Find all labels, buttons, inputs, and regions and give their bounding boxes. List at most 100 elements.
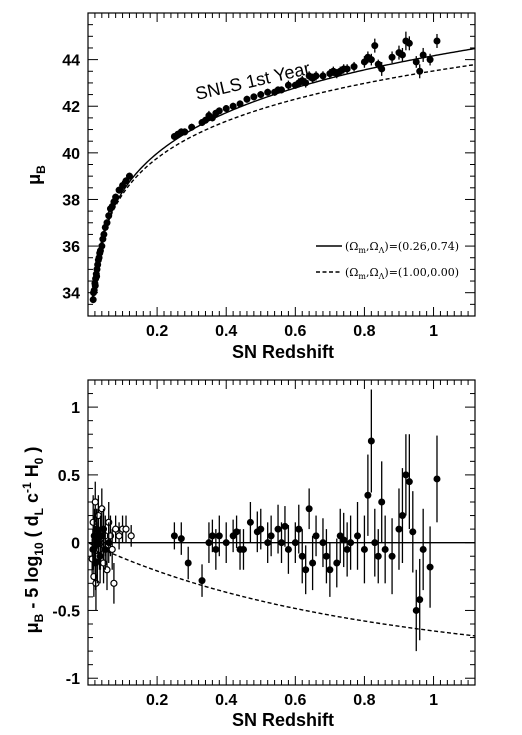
bottom-data-points <box>88 389 441 652</box>
top-data-point <box>93 272 101 280</box>
top-data-point <box>350 63 358 71</box>
snls-data-point <box>267 532 275 540</box>
bottom-ytick-label: -1 <box>66 671 80 688</box>
snls-data-point <box>388 552 396 560</box>
snls-data-point <box>93 525 101 533</box>
legend-entry-solid: (Ωm,ΩΛ)=(0.26,0.74) <box>345 240 459 255</box>
top-data-point <box>103 219 111 227</box>
snls-data-point <box>170 532 178 540</box>
snls-data-point <box>90 532 98 540</box>
top-data-point <box>89 296 97 304</box>
snls-data-point <box>105 539 113 547</box>
snls-data-point <box>222 539 230 547</box>
top-data-point <box>215 107 223 115</box>
low-z-data-point <box>108 545 116 554</box>
top-data-point <box>367 56 375 64</box>
top-xtick-label: 1 <box>429 323 438 340</box>
snls-data-point <box>378 498 386 506</box>
snls-data-point <box>212 545 220 553</box>
top-data-point <box>284 81 292 89</box>
bottom-axis-ticks: 0.2 0.4 0.6 0.8 1 -1 -0.5 0 0.5 1 <box>52 379 475 709</box>
low-z-data-point <box>112 525 120 533</box>
snls-data-point <box>374 552 382 560</box>
low-z-data-point <box>127 532 135 540</box>
bottom-ytick-label: 1 <box>71 400 80 417</box>
snls-data-point <box>402 471 410 479</box>
top-xtick-label: 0.2 <box>146 323 168 340</box>
low-z-data-point <box>115 532 123 540</box>
snls-data-point <box>239 545 247 553</box>
top-ytick-label: 40 <box>62 146 80 163</box>
top-data-point <box>236 100 244 108</box>
top-data-point <box>378 65 386 73</box>
snls-data-point <box>381 545 389 553</box>
top-data-point <box>412 58 420 66</box>
top-xtick-label: 0.8 <box>353 323 375 340</box>
snls-data-point <box>343 545 351 553</box>
top-ytick-label: 42 <box>62 99 80 116</box>
top-xaxis-label: SN Redshift <box>232 342 334 362</box>
low-z-data-point <box>122 525 130 533</box>
snls-data-point <box>198 577 206 585</box>
snls-data-point <box>264 539 272 547</box>
top-xtick-label: 0.6 <box>284 323 306 340</box>
top-data-point <box>250 93 258 101</box>
snls-data-point <box>405 478 413 486</box>
snls-data-point <box>433 475 441 483</box>
snls-data-point <box>184 559 192 567</box>
snls-data-point <box>322 552 330 560</box>
top-data-point <box>416 67 424 75</box>
snls-data-point <box>412 606 420 614</box>
top-data-point <box>188 123 196 131</box>
top-xtick-label: 0.4 <box>215 323 237 340</box>
top-data-point <box>319 72 327 80</box>
snls-data-point <box>371 539 379 547</box>
top-data-point <box>98 242 106 250</box>
top-data-point <box>398 51 406 59</box>
snls-data-point <box>360 545 368 553</box>
bottom-ytick-label: 0 <box>71 536 80 553</box>
snls-data-point <box>233 528 241 536</box>
bottom-xtick-label: 0.8 <box>353 692 375 709</box>
bottom-xtick-label: 1 <box>429 692 438 709</box>
top-data-point <box>229 102 237 110</box>
snls-data-point <box>177 535 185 543</box>
bottom-ytick-label: 0.5 <box>58 468 80 485</box>
top-data-point <box>208 114 216 122</box>
top-data-point <box>257 91 265 99</box>
snls-data-point <box>246 518 254 526</box>
top-data-point <box>91 282 99 290</box>
snls-data-point <box>333 559 341 567</box>
top-ytick-label: 44 <box>62 53 80 70</box>
bottom-ytick-label: -0.5 <box>52 603 80 620</box>
top-data-point <box>125 172 133 180</box>
snls-data-point <box>426 563 434 571</box>
snls-data-point <box>284 545 292 553</box>
legend: (Ωm,ΩΛ)=(0.26,0.74) (Ωm,ΩΛ)=(1.00,0.00) <box>316 240 459 281</box>
bottom-xtick-label: 0.4 <box>215 692 237 709</box>
snls-data-point <box>326 566 334 574</box>
top-data-point <box>112 193 120 201</box>
snls-data-point <box>295 525 303 533</box>
top-model-curves <box>91 47 476 299</box>
top-data-point <box>222 105 230 113</box>
bottom-xtick-label: 0.6 <box>284 692 306 709</box>
top-axis-ticks: 0.2 0.4 0.6 0.8 1 34 36 38 40 42 44 <box>62 12 475 340</box>
top-data-point <box>100 230 108 238</box>
snls-data-point <box>312 532 320 540</box>
snls-data-point <box>419 545 427 553</box>
snls-data-point <box>347 539 355 547</box>
snls-data-point <box>398 512 406 520</box>
top-data-point <box>181 128 189 136</box>
top-ytick-label: 38 <box>62 192 80 209</box>
top-data-point <box>426 56 434 64</box>
top-ytick-label: 34 <box>62 286 80 303</box>
snls-data-point <box>302 566 310 574</box>
top-lcdm-curve <box>91 47 476 298</box>
snls-data-point <box>89 545 97 553</box>
top-eds-curve <box>91 63 476 299</box>
top-data-point <box>264 88 272 96</box>
top-data-point <box>302 79 310 87</box>
